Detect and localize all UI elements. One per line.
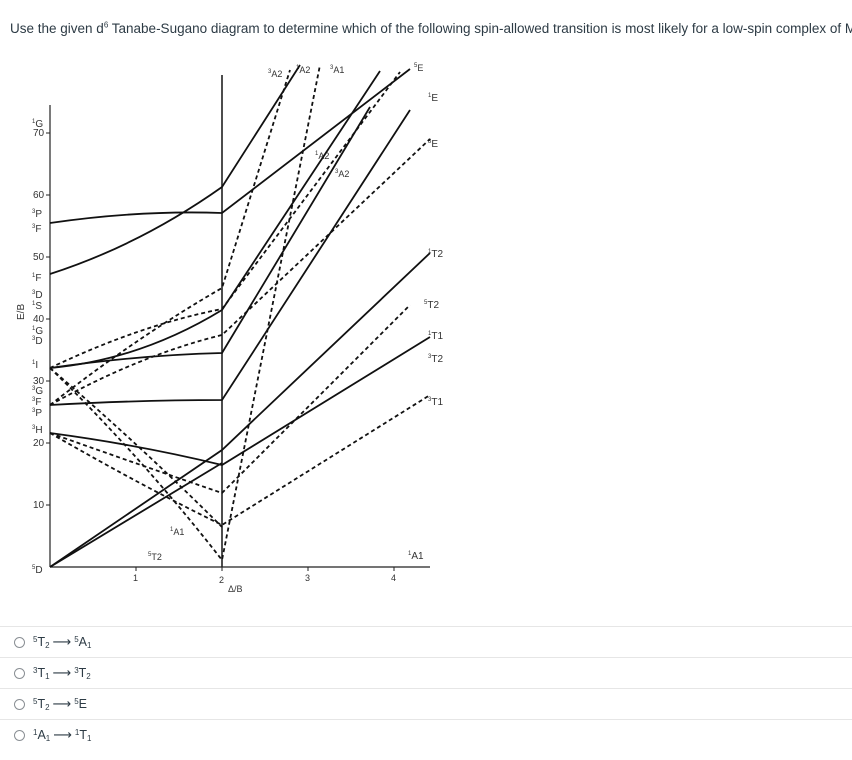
term-label: 1E	[428, 93, 438, 104]
term-label: 3P	[32, 408, 42, 419]
curve-3T1	[49, 394, 431, 527]
radio-button[interactable]	[14, 729, 25, 741]
x-tick-marks	[135, 567, 395, 571]
term-label: 3T2	[428, 354, 443, 365]
term-label: 3F	[32, 397, 41, 408]
curve-5E	[49, 68, 411, 224]
term-label: 3D	[32, 336, 43, 347]
curve-3E	[49, 138, 431, 406]
y-tick-label: 10	[33, 500, 45, 511]
curve-1A2	[49, 106, 371, 369]
transition-arrow: ⟶	[52, 634, 72, 649]
term-label: 1T2	[428, 249, 443, 260]
term-label: 3A1	[330, 65, 344, 75]
transition-arrow: ⟶	[52, 696, 72, 711]
term-label: 5T2	[148, 552, 162, 562]
question-text-start: Use the given d	[10, 21, 104, 36]
energy-curves-dashed	[49, 64, 431, 563]
x-axis-label: Δ/B	[228, 584, 243, 594]
term-label: 3D	[32, 290, 43, 301]
y-tick-label: 40	[33, 314, 45, 325]
curve-1E	[49, 109, 411, 406]
term-label: 5D	[32, 565, 43, 576]
curve-3T2-upper	[49, 69, 291, 406]
term-label: 3F	[32, 224, 41, 235]
transition-arrow: ⟶	[53, 727, 72, 742]
y-tick-label: 20	[33, 438, 45, 449]
term-label: 1T1	[428, 331, 443, 342]
tanabe-sugano-svg: 10 20 30 40 50 60 70 1 2 3 4 Δ/B E/B 1G …	[16, 63, 443, 594]
tanabe-sugano-diagram: 10 20 30 40 50 60 70 1 2 3 4 Δ/B E/B 1G …	[0, 55, 460, 600]
term-label: 1S	[32, 301, 42, 312]
curve-1T2	[49, 252, 431, 568]
term-label: 1A1	[408, 551, 424, 562]
y-axis-label: E/B	[16, 304, 27, 320]
term-label: 1F	[32, 273, 41, 284]
curve-3A2	[49, 64, 301, 275]
term-label: 3P	[32, 209, 42, 220]
y-tick-label: 50	[33, 252, 45, 263]
term-label: 1I	[32, 360, 38, 371]
curve-5T2-low	[49, 462, 223, 568]
energy-curves-solid	[49, 64, 431, 568]
question-text: Use the given d6 Tanabe-Sugano diagram t…	[10, 20, 852, 38]
term-label: 5T2	[424, 300, 439, 311]
curve-5E-dashed	[49, 71, 401, 369]
term-label: 1G	[32, 326, 43, 337]
term-label: 3E	[428, 139, 438, 150]
left-term-labels: 1G 3P 3F 1F 3D 1S 1G 3D 1I 3G 3F 3P 3H 5…	[32, 119, 43, 576]
term-label: 3G	[32, 386, 43, 397]
y-tick-marks	[46, 132, 50, 506]
right-term-labels: 1E 3E 1T2 5T2 1T1 3T2 3T1 1A1	[408, 93, 443, 562]
y-tick-label: 30	[33, 376, 45, 387]
curve-5T2-dashed	[49, 64, 321, 563]
term-label: 1G	[32, 119, 43, 130]
y-tick-label: 70	[33, 128, 45, 139]
term-label: 3T1	[428, 397, 443, 408]
radio-button[interactable]	[14, 698, 25, 710]
curve-5T2-high	[49, 304, 411, 495]
x-tick-label: 2	[219, 575, 224, 585]
question-text-end: Tanabe-Sugano diagram to determine which…	[108, 21, 852, 36]
radio-button[interactable]	[14, 667, 25, 679]
term-label: 1A1	[170, 527, 184, 537]
radio-button[interactable]	[14, 636, 25, 648]
curve-3A1	[49, 70, 381, 369]
transition-arrow: ⟶	[52, 665, 72, 680]
term-label: 3A2	[335, 169, 349, 179]
term-label: 5E	[414, 63, 423, 73]
term-label: 3A2	[268, 69, 282, 79]
x-tick-label: 4	[391, 573, 396, 583]
term-label: 3H	[32, 425, 43, 436]
x-tick-label: 3	[305, 573, 310, 583]
x-tick-label: 1	[133, 573, 138, 583]
curve-1T1	[49, 336, 431, 466]
y-tick-label: 60	[33, 190, 45, 201]
question-d-electron-count: 6	[103, 20, 109, 30]
